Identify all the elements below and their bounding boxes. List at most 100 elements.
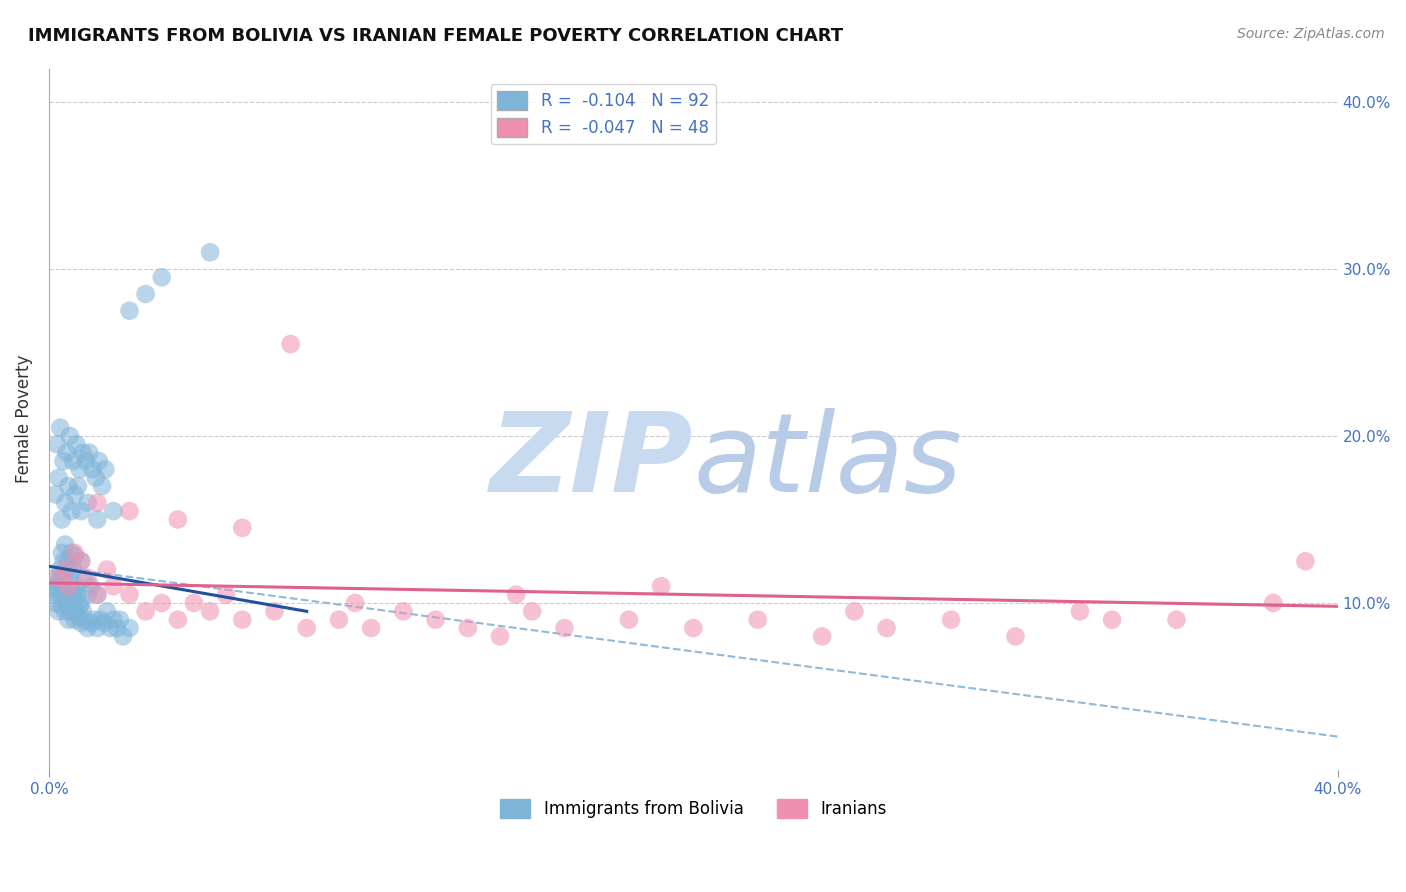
Point bbox=[65, 579, 87, 593]
Point bbox=[70, 554, 93, 568]
Point bbox=[53, 563, 76, 577]
Point bbox=[150, 270, 173, 285]
Point bbox=[76, 588, 98, 602]
Point bbox=[49, 563, 72, 577]
Point bbox=[118, 588, 141, 602]
Point bbox=[344, 596, 367, 610]
Point bbox=[98, 621, 121, 635]
Point bbox=[53, 566, 76, 580]
Point bbox=[73, 571, 96, 585]
Point bbox=[89, 613, 111, 627]
Point bbox=[83, 613, 105, 627]
Point bbox=[59, 429, 82, 443]
Point bbox=[198, 604, 221, 618]
Point bbox=[62, 596, 84, 610]
Point bbox=[76, 571, 98, 585]
Point bbox=[112, 629, 135, 643]
Point bbox=[183, 596, 205, 610]
Point bbox=[53, 604, 76, 618]
Point bbox=[44, 596, 66, 610]
Point bbox=[63, 613, 86, 627]
Point bbox=[263, 604, 285, 618]
Point bbox=[811, 629, 834, 643]
Text: Source: ZipAtlas.com: Source: ZipAtlas.com bbox=[1237, 27, 1385, 41]
Point bbox=[62, 563, 84, 577]
Point bbox=[80, 579, 103, 593]
Point bbox=[55, 596, 77, 610]
Point bbox=[53, 588, 76, 602]
Point bbox=[457, 621, 479, 635]
Point bbox=[103, 579, 125, 593]
Point bbox=[69, 462, 91, 476]
Point bbox=[1294, 554, 1316, 568]
Point bbox=[58, 613, 80, 627]
Point bbox=[86, 621, 108, 635]
Point bbox=[360, 621, 382, 635]
Point bbox=[42, 579, 65, 593]
Point bbox=[46, 582, 69, 597]
Point bbox=[59, 599, 82, 614]
Point bbox=[103, 504, 125, 518]
Point bbox=[86, 512, 108, 526]
Point bbox=[392, 604, 415, 618]
Point bbox=[166, 512, 188, 526]
Point bbox=[96, 604, 118, 618]
Point bbox=[53, 537, 76, 551]
Point bbox=[86, 496, 108, 510]
Point bbox=[198, 245, 221, 260]
Point bbox=[41, 588, 63, 602]
Text: atlas: atlas bbox=[693, 408, 962, 515]
Point bbox=[69, 599, 91, 614]
Point bbox=[86, 588, 108, 602]
Point bbox=[59, 571, 82, 585]
Point bbox=[86, 588, 108, 602]
Point bbox=[52, 554, 75, 568]
Point bbox=[66, 609, 89, 624]
Point bbox=[118, 621, 141, 635]
Point bbox=[60, 504, 83, 518]
Point bbox=[295, 621, 318, 635]
Point bbox=[118, 504, 141, 518]
Point bbox=[150, 596, 173, 610]
Point bbox=[82, 462, 104, 476]
Point bbox=[1004, 629, 1026, 643]
Point bbox=[522, 604, 544, 618]
Point bbox=[1069, 604, 1091, 618]
Point bbox=[46, 437, 69, 451]
Point bbox=[52, 588, 75, 602]
Point bbox=[60, 582, 83, 597]
Point bbox=[215, 588, 238, 602]
Point bbox=[52, 454, 75, 468]
Point bbox=[617, 613, 640, 627]
Point bbox=[63, 487, 86, 501]
Point bbox=[53, 496, 76, 510]
Point bbox=[48, 604, 70, 618]
Point bbox=[49, 420, 72, 434]
Point bbox=[70, 615, 93, 630]
Point bbox=[70, 596, 93, 610]
Point bbox=[66, 588, 89, 602]
Point bbox=[682, 621, 704, 635]
Point bbox=[505, 588, 527, 602]
Point bbox=[65, 437, 87, 451]
Point bbox=[105, 621, 128, 635]
Point bbox=[84, 471, 107, 485]
Point bbox=[44, 487, 66, 501]
Point bbox=[231, 613, 253, 627]
Point bbox=[876, 621, 898, 635]
Point bbox=[844, 604, 866, 618]
Point bbox=[87, 454, 110, 468]
Point bbox=[72, 445, 94, 459]
Point bbox=[650, 579, 672, 593]
Point bbox=[72, 604, 94, 618]
Point bbox=[58, 579, 80, 593]
Point bbox=[939, 613, 962, 627]
Point bbox=[48, 471, 70, 485]
Point bbox=[1263, 596, 1285, 610]
Point bbox=[48, 576, 70, 591]
Point bbox=[55, 445, 77, 459]
Point bbox=[553, 621, 575, 635]
Point bbox=[80, 615, 103, 630]
Point bbox=[63, 546, 86, 560]
Y-axis label: Female Poverty: Female Poverty bbox=[15, 355, 32, 483]
